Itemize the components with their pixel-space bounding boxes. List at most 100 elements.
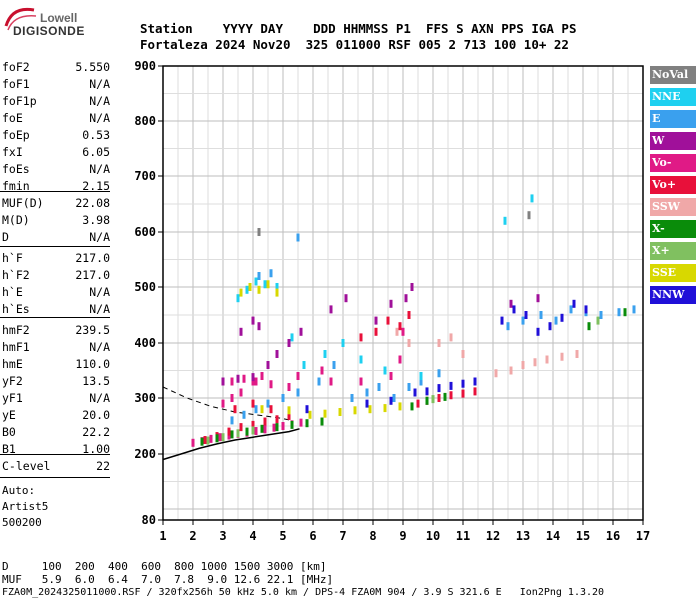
echo-point <box>230 416 234 425</box>
echo-point <box>521 316 525 325</box>
echo-point <box>617 308 621 317</box>
echo-point <box>230 430 234 439</box>
param-value: 239.5 <box>75 323 110 337</box>
echo-point <box>353 406 357 415</box>
echo-point <box>416 399 420 408</box>
echo-point <box>257 272 261 280</box>
echo-point <box>242 374 246 383</box>
divider <box>0 477 110 478</box>
echo-point <box>389 299 393 308</box>
echo-point <box>263 417 267 426</box>
legend-item: X- <box>650 220 696 238</box>
echo-point <box>254 405 258 414</box>
echo-point <box>263 280 267 289</box>
param-row: M(D) 3.98 <box>2 213 110 229</box>
echo-point <box>398 322 402 331</box>
param-row: foE N/A <box>2 111 110 127</box>
param-row: h`F2 217.0 <box>2 268 110 284</box>
param-name: h`F2 <box>2 268 30 282</box>
x-tick-label: 1 <box>159 529 166 543</box>
echo-point <box>425 387 429 396</box>
x-tick-label: 8 <box>369 529 376 543</box>
legend-item: NoVal <box>650 66 696 84</box>
echo-point <box>239 327 243 336</box>
param-name: fxI <box>2 145 23 159</box>
echo-point <box>572 299 576 308</box>
divider <box>0 246 110 247</box>
echo-point <box>269 380 273 389</box>
echo-point <box>386 316 390 325</box>
echo-point <box>398 402 402 411</box>
param-row: MUF(D) 22.08 <box>2 196 110 212</box>
param-row: h`Es N/A <box>2 302 110 318</box>
echo-point <box>227 427 231 436</box>
echo-point <box>437 369 441 378</box>
param-row: fmin 2.15 <box>2 179 110 195</box>
logo-swoosh-icon <box>4 7 37 31</box>
y-tick-label: 400 <box>134 336 156 350</box>
echo-point <box>407 311 411 319</box>
echo-point <box>560 352 564 361</box>
echo-point <box>287 406 291 415</box>
echo-point <box>509 366 513 375</box>
param-value: 5.550 <box>75 60 110 74</box>
echo-point <box>239 388 243 397</box>
echo-point <box>410 283 414 291</box>
y-tick-label: 800 <box>134 114 156 128</box>
echo-point <box>398 355 402 364</box>
echo-point <box>500 316 504 325</box>
param-name: h`F <box>2 251 23 265</box>
echo-point <box>374 327 378 336</box>
echo-point <box>527 211 531 220</box>
x-tick-label: 13 <box>516 529 530 543</box>
echo-point <box>536 327 540 336</box>
echo-point <box>443 392 447 401</box>
divider <box>0 191 110 192</box>
param-name: foEp <box>2 128 30 142</box>
x-tick-label: 9 <box>399 529 406 543</box>
echo-point <box>359 377 363 386</box>
param-name: C-level <box>2 459 51 473</box>
echo-point <box>221 399 225 408</box>
param-row: foF1p N/A <box>2 94 110 110</box>
param-value: 1.00 <box>82 442 110 456</box>
autoscale-label: Auto: <box>2 484 36 497</box>
echo-point <box>329 305 333 314</box>
x-tick-label: 16 <box>606 529 620 543</box>
echo-point <box>254 427 258 436</box>
echo-point <box>323 409 327 418</box>
echo-point <box>272 423 276 432</box>
legend-item: NNE <box>650 88 696 106</box>
x-tick-label: 12 <box>486 529 500 543</box>
y-tick-label: 300 <box>134 391 156 405</box>
echo-point <box>239 423 243 432</box>
echo-point <box>503 216 507 225</box>
echo-point <box>383 404 387 413</box>
param-row: B1 1.00 <box>2 442 110 458</box>
echo-point <box>287 339 291 347</box>
legend-item: SSW <box>650 198 696 216</box>
echo-point <box>461 379 465 388</box>
autoscale-version: 500200 <box>2 516 42 529</box>
x-tick-label: 3 <box>219 529 226 543</box>
echo-point <box>413 388 417 397</box>
echo-point <box>296 388 300 397</box>
echo-point <box>242 410 246 419</box>
echo-point <box>419 377 423 386</box>
param-row: h`E N/A <box>2 285 110 301</box>
echo-point <box>236 294 240 303</box>
echo-point <box>584 305 588 314</box>
param-name: M(D) <box>2 213 30 227</box>
echo-point <box>368 405 372 414</box>
param-name: h`Es <box>2 302 30 316</box>
param-value: 6.05 <box>82 145 110 159</box>
echo-point <box>494 369 498 378</box>
param-row: fxI 6.05 <box>2 145 110 161</box>
echo-point <box>269 405 273 414</box>
echo-point <box>296 233 300 242</box>
param-value: 22.2 <box>82 425 110 439</box>
echo-point <box>632 305 636 314</box>
echo-point <box>461 389 465 398</box>
echo-point <box>221 433 225 442</box>
